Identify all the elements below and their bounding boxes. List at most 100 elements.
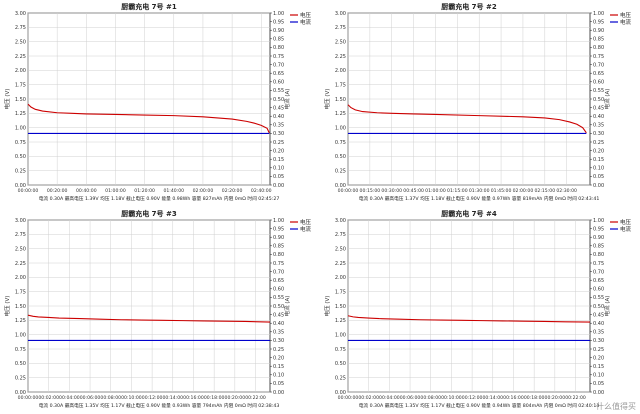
y2-tick-label: 0.80 bbox=[593, 45, 604, 51]
y2-tick-label: 0.90 bbox=[273, 28, 284, 34]
series-line-voltage bbox=[27, 314, 271, 323]
y-tick-label: 2.50 bbox=[335, 246, 346, 252]
x-tick-label: 00:08:00 bbox=[100, 395, 121, 401]
y2-tick-label: 0.95 bbox=[273, 226, 284, 232]
y-axis-label: 电压 (V) bbox=[323, 89, 331, 110]
y2-tick-label: 0.70 bbox=[593, 269, 604, 275]
x-tick-label: 00:04:00 bbox=[379, 395, 400, 401]
x-tick-label: 00:00:00 bbox=[18, 188, 39, 194]
summary-text: 电流 0.30A 最高电压 1.37V 均压 1.18V 截止电压 0.90V … bbox=[359, 195, 600, 202]
y-tick-label: 3.00 bbox=[15, 11, 26, 17]
x-tick-label: 00:16:00 bbox=[503, 395, 524, 401]
y2-tick-label: 0.50 bbox=[273, 304, 284, 310]
y2-tick-label: 0.55 bbox=[273, 295, 284, 301]
chart-title: 厨霸充电 7号 #3 bbox=[121, 209, 177, 218]
y2-tick-label: 0.20 bbox=[273, 355, 284, 361]
y2-axis-label: 电流 (A) bbox=[283, 89, 291, 110]
y-axis-label: 电压 (V) bbox=[3, 296, 11, 317]
legend-label-current: 电流 bbox=[300, 18, 312, 26]
x-tick-label: 00:22:00 bbox=[245, 395, 266, 401]
y-tick-label: 2.75 bbox=[335, 232, 346, 238]
y-tick-label: 1.25 bbox=[15, 318, 26, 324]
y2-tick-label: 0.30 bbox=[593, 131, 604, 137]
x-tick-label: 00:40:00 bbox=[76, 188, 97, 194]
y-tick-label: 1.75 bbox=[15, 82, 26, 88]
x-tick-label: 02:15:00 bbox=[534, 188, 555, 194]
y2-tick-label: 0.45 bbox=[273, 105, 284, 111]
series-line-voltage bbox=[347, 104, 587, 134]
y2-tick-label: 0.20 bbox=[593, 148, 604, 154]
y2-tick-label: 0.10 bbox=[593, 166, 604, 172]
legend-label-current: 电流 bbox=[620, 225, 632, 233]
y2-tick-label: 0.75 bbox=[593, 261, 604, 267]
y-tick-label: 2.75 bbox=[15, 232, 26, 238]
y-tick-label: 2.50 bbox=[335, 39, 346, 45]
x-tick-label: 01:00:00 bbox=[105, 188, 126, 194]
y2-tick-label: 0.65 bbox=[273, 71, 284, 77]
x-tick-label: 01:40:00 bbox=[163, 188, 184, 194]
legend-label-current: 电流 bbox=[620, 18, 632, 26]
x-tick-label: 00:02:00 bbox=[358, 395, 379, 401]
y-tick-label: 0.75 bbox=[335, 347, 346, 353]
y-tick-label: 0.00 bbox=[335, 390, 346, 396]
watermark: 什么值得买 bbox=[596, 402, 636, 411]
x-tick-label: 00:22:00 bbox=[565, 395, 586, 401]
y2-tick-label: 0.10 bbox=[273, 373, 284, 379]
y-tick-label: 0.75 bbox=[15, 140, 26, 146]
x-tick-label: 00:00:00 bbox=[338, 395, 359, 401]
x-tick-label: 00:18:00 bbox=[204, 395, 225, 401]
chart-panel-2: 厨霸充电 7号 #2 0.00 0.25 0.50 0.75 1.00 1.25 1.50 1.… bbox=[323, 2, 632, 202]
y2-tick-label: 0.75 bbox=[273, 261, 284, 267]
y2-tick-label: 0.55 bbox=[593, 88, 604, 94]
x-tick-label: 00:20:00 bbox=[545, 395, 566, 401]
y-tick-label: 2.25 bbox=[15, 54, 26, 60]
y2-tick-label: 0.25 bbox=[273, 140, 284, 146]
y2-tick-label: 0.00 bbox=[273, 390, 284, 396]
y-tick-label: 3.00 bbox=[335, 11, 346, 17]
y-tick-label: 2.50 bbox=[15, 246, 26, 252]
y-tick-label: 2.25 bbox=[335, 261, 346, 267]
x-tick-label: 00:00:00 bbox=[338, 188, 359, 194]
x-tick-label: 00:04:00 bbox=[59, 395, 80, 401]
x-tick-label: 01:45:00 bbox=[491, 188, 512, 194]
y2-tick-label: 0.15 bbox=[593, 157, 604, 163]
chart-panel-3: 厨霸充电 7号 #3 0.00 0.25 0.50 0.75 1.00 1.25 1.50 1.… bbox=[3, 209, 312, 409]
y-tick-label: 1.50 bbox=[15, 304, 26, 310]
chart-panel-1: 厨霸充电 7号 #1 0.00 0.25 0.50 0.75 1.00 1.25 1.50 1.… bbox=[3, 2, 312, 202]
x-tick-label: 02:30:00 bbox=[556, 188, 577, 194]
y-tick-label: 3.00 bbox=[15, 218, 26, 224]
y-tick-label: 1.00 bbox=[335, 125, 346, 131]
chart-title: 厨霸充电 7号 #2 bbox=[441, 2, 497, 11]
y2-tick-label: 0.35 bbox=[273, 330, 284, 336]
chart-title: 厨霸充电 7号 #4 bbox=[441, 209, 497, 218]
y-tick-label: 0.25 bbox=[335, 168, 346, 174]
y-tick-label: 3.00 bbox=[335, 218, 346, 224]
y-tick-label: 0.75 bbox=[15, 347, 26, 353]
y2-tick-label: 0.60 bbox=[273, 80, 284, 86]
x-tick-label: 02:00:00 bbox=[513, 188, 534, 194]
y2-tick-label: 0.00 bbox=[593, 183, 604, 189]
summary-text: 电流 0.30A 最高电压 1.35V 均压 1.17V 截止电压 0.90V … bbox=[39, 402, 280, 409]
y-tick-label: 0.00 bbox=[15, 183, 26, 189]
y2-tick-label: 0.65 bbox=[593, 278, 604, 284]
y2-tick-label: 0.15 bbox=[273, 157, 284, 163]
y2-tick-label: 0.80 bbox=[273, 252, 284, 258]
y-tick-label: 1.25 bbox=[335, 318, 346, 324]
y-tick-label: 1.00 bbox=[335, 332, 346, 338]
y2-tick-label: 0.85 bbox=[593, 244, 604, 250]
y2-tick-label: 0.55 bbox=[273, 88, 284, 94]
y2-tick-label: 0.95 bbox=[593, 226, 604, 232]
y2-tick-label: 0.40 bbox=[593, 321, 604, 327]
y2-tick-label: 0.45 bbox=[593, 105, 604, 111]
y-tick-label: 0.00 bbox=[15, 390, 26, 396]
y2-tick-label: 0.70 bbox=[273, 62, 284, 68]
y-tick-label: 1.75 bbox=[15, 289, 26, 295]
y2-tick-label: 1.00 bbox=[593, 11, 604, 17]
y-tick-label: 0.00 bbox=[335, 183, 346, 189]
y2-tick-label: 0.60 bbox=[593, 287, 604, 293]
y2-tick-label: 0.35 bbox=[593, 330, 604, 336]
legend-label-voltage: 电压 bbox=[300, 218, 312, 226]
y2-tick-label: 0.95 bbox=[273, 19, 284, 25]
x-tick-label: 02:00:00 bbox=[193, 188, 214, 194]
